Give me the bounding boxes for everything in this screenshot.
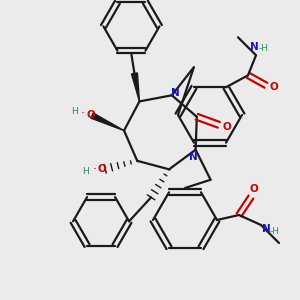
Text: N: N xyxy=(250,42,258,52)
Text: -H: -H xyxy=(270,227,280,236)
Text: H: H xyxy=(71,107,77,116)
Text: ·: · xyxy=(81,107,85,120)
Text: O: O xyxy=(98,164,106,174)
Text: N: N xyxy=(189,152,198,162)
Text: H: H xyxy=(82,167,88,176)
Text: ·: · xyxy=(92,163,96,176)
Text: N: N xyxy=(262,224,270,234)
Text: O: O xyxy=(87,110,95,120)
Polygon shape xyxy=(91,113,124,130)
Text: O: O xyxy=(223,122,231,132)
Text: N: N xyxy=(172,88,180,98)
Text: O: O xyxy=(250,184,258,194)
Text: -H: -H xyxy=(259,44,269,53)
Polygon shape xyxy=(131,73,140,101)
Text: O: O xyxy=(270,82,278,92)
